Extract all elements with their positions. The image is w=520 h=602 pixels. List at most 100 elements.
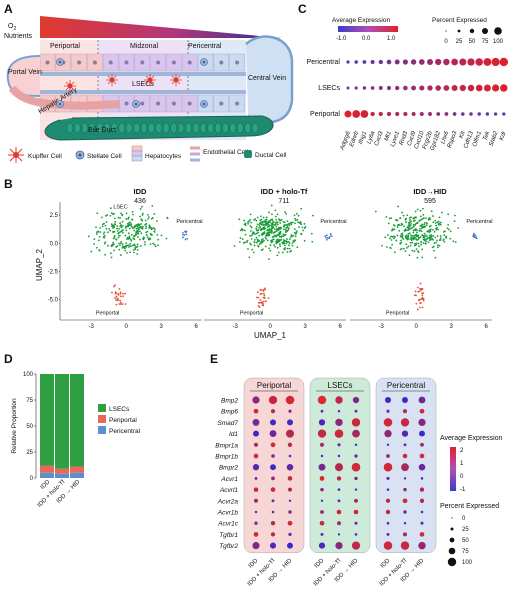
e-dot [268, 395, 278, 405]
c-dot [469, 112, 473, 116]
umap-point-lsec [156, 233, 159, 236]
umap-point-lsec [298, 226, 300, 229]
e-dot [354, 443, 358, 446]
umap-point-lsec [119, 225, 122, 228]
umap-point-lsec [409, 244, 412, 247]
c-size-tick: 0 [444, 39, 448, 45]
umap-point-lsec [152, 226, 155, 229]
umap-point-lsec [248, 220, 251, 223]
umap-point-lsec [153, 213, 156, 215]
umap-point-lsec [418, 245, 420, 248]
umap-point-lsec [267, 225, 270, 228]
umap-point-lsec [398, 224, 401, 227]
umap-point-lsec [400, 239, 402, 242]
umap-point-lsec [414, 219, 416, 222]
umap-point-lsec [447, 213, 450, 216]
umap-point-lsec [388, 237, 391, 240]
umap-point-lsec [279, 245, 282, 248]
hepatocyte-nucleus [140, 101, 145, 106]
e-dot [337, 410, 341, 413]
umap-point-lsec [271, 230, 273, 233]
umap-point-lsec [255, 219, 258, 222]
umap-point-lsec [262, 223, 264, 226]
c-dot [378, 111, 383, 117]
umap-point-lsec [293, 231, 296, 234]
c-gene-label: Lyve1 [390, 131, 401, 148]
umap-point-lsec [269, 249, 272, 252]
umap-point-lsec [445, 235, 448, 238]
umap-point-lsec [300, 232, 302, 235]
umap-point-lsec [99, 226, 102, 229]
c-gene-label: Stab2 [488, 130, 499, 147]
umap-point-lsec [153, 243, 156, 246]
panel-a: A O2 Nutrients Periportal Midzonal Peric… [4, 2, 294, 163]
umap-point-lsec [257, 244, 259, 247]
ductal-cell [236, 122, 244, 134]
umap-point-lsec [436, 226, 439, 229]
e-dot [354, 521, 358, 525]
umap-point-lsec [410, 236, 413, 239]
umap-point-lsec [285, 212, 288, 215]
stellate-icon [200, 58, 208, 66]
umap-point-lsec [266, 239, 269, 242]
ductal-cell [125, 122, 133, 134]
umap-point-lsec [121, 225, 124, 227]
e-dot [383, 462, 393, 472]
umap-point-lsec [113, 236, 116, 239]
umap-point-periportal [263, 294, 266, 297]
umap-point-lsec [129, 251, 132, 254]
c-gene-label: Ifng1 [358, 131, 368, 146]
c-legend-color-title: Average Expression [332, 17, 390, 24]
umap-point-lsec [269, 221, 272, 224]
kupffer-icon [144, 74, 156, 86]
e-dot [384, 429, 392, 438]
stellate-icon [56, 58, 64, 66]
umap-point-lsec [404, 218, 407, 221]
kupffer-cells-diagram [64, 74, 182, 92]
umap-point-lsec [271, 238, 274, 241]
umap-point-lsec [260, 221, 263, 223]
umap-point-lsec [244, 233, 247, 236]
c-dot [459, 58, 467, 66]
umap-point-lsec [119, 254, 122, 256]
umap-point-lsec [449, 230, 452, 233]
umap-point-lsec [420, 243, 423, 246]
umap-point-lsec [116, 245, 119, 248]
umap-point-lsec [427, 241, 430, 244]
umap-xtick: 6 [194, 324, 198, 330]
umap-point-lsec [437, 220, 440, 223]
umap-point-lsec [424, 234, 427, 237]
e-dot [335, 542, 343, 550]
umap-point-lsec [408, 232, 411, 235]
e-dot [419, 408, 425, 414]
umap-point-lsec [435, 224, 438, 227]
umap-point-lsec [268, 211, 271, 214]
e-dot [252, 464, 260, 471]
e-dot [386, 409, 390, 413]
kupffer-icon [170, 74, 182, 86]
d-bar-segment [70, 466, 84, 473]
umap-point-lsec [410, 220, 413, 223]
umap-point-lsec [125, 212, 128, 215]
stellate-icon [200, 100, 208, 108]
umap-point-periportal [117, 297, 119, 300]
e-dot [386, 443, 390, 446]
umap-point-lsec [288, 247, 291, 250]
umap-point-lsec [134, 225, 137, 228]
c-row-label: LSECs [318, 85, 340, 92]
umap-point-lsec [421, 256, 424, 259]
umap-point-lsec [96, 246, 98, 249]
umap-point-lsec [262, 238, 264, 240]
umap-point-lsec [142, 225, 144, 228]
umap-point-lsec [414, 242, 416, 245]
e-dot [383, 541, 393, 550]
e-dot [253, 408, 259, 414]
umap-point-lsec [396, 234, 399, 237]
c-size-tick: 25 [456, 39, 463, 45]
umap-point-lsec [117, 236, 120, 239]
umap-point-lsec [415, 243, 417, 246]
umap-point-lsec [289, 221, 292, 224]
ductal-cell [140, 122, 148, 134]
e-dot [420, 510, 424, 514]
umap-point-periportal [418, 298, 421, 301]
